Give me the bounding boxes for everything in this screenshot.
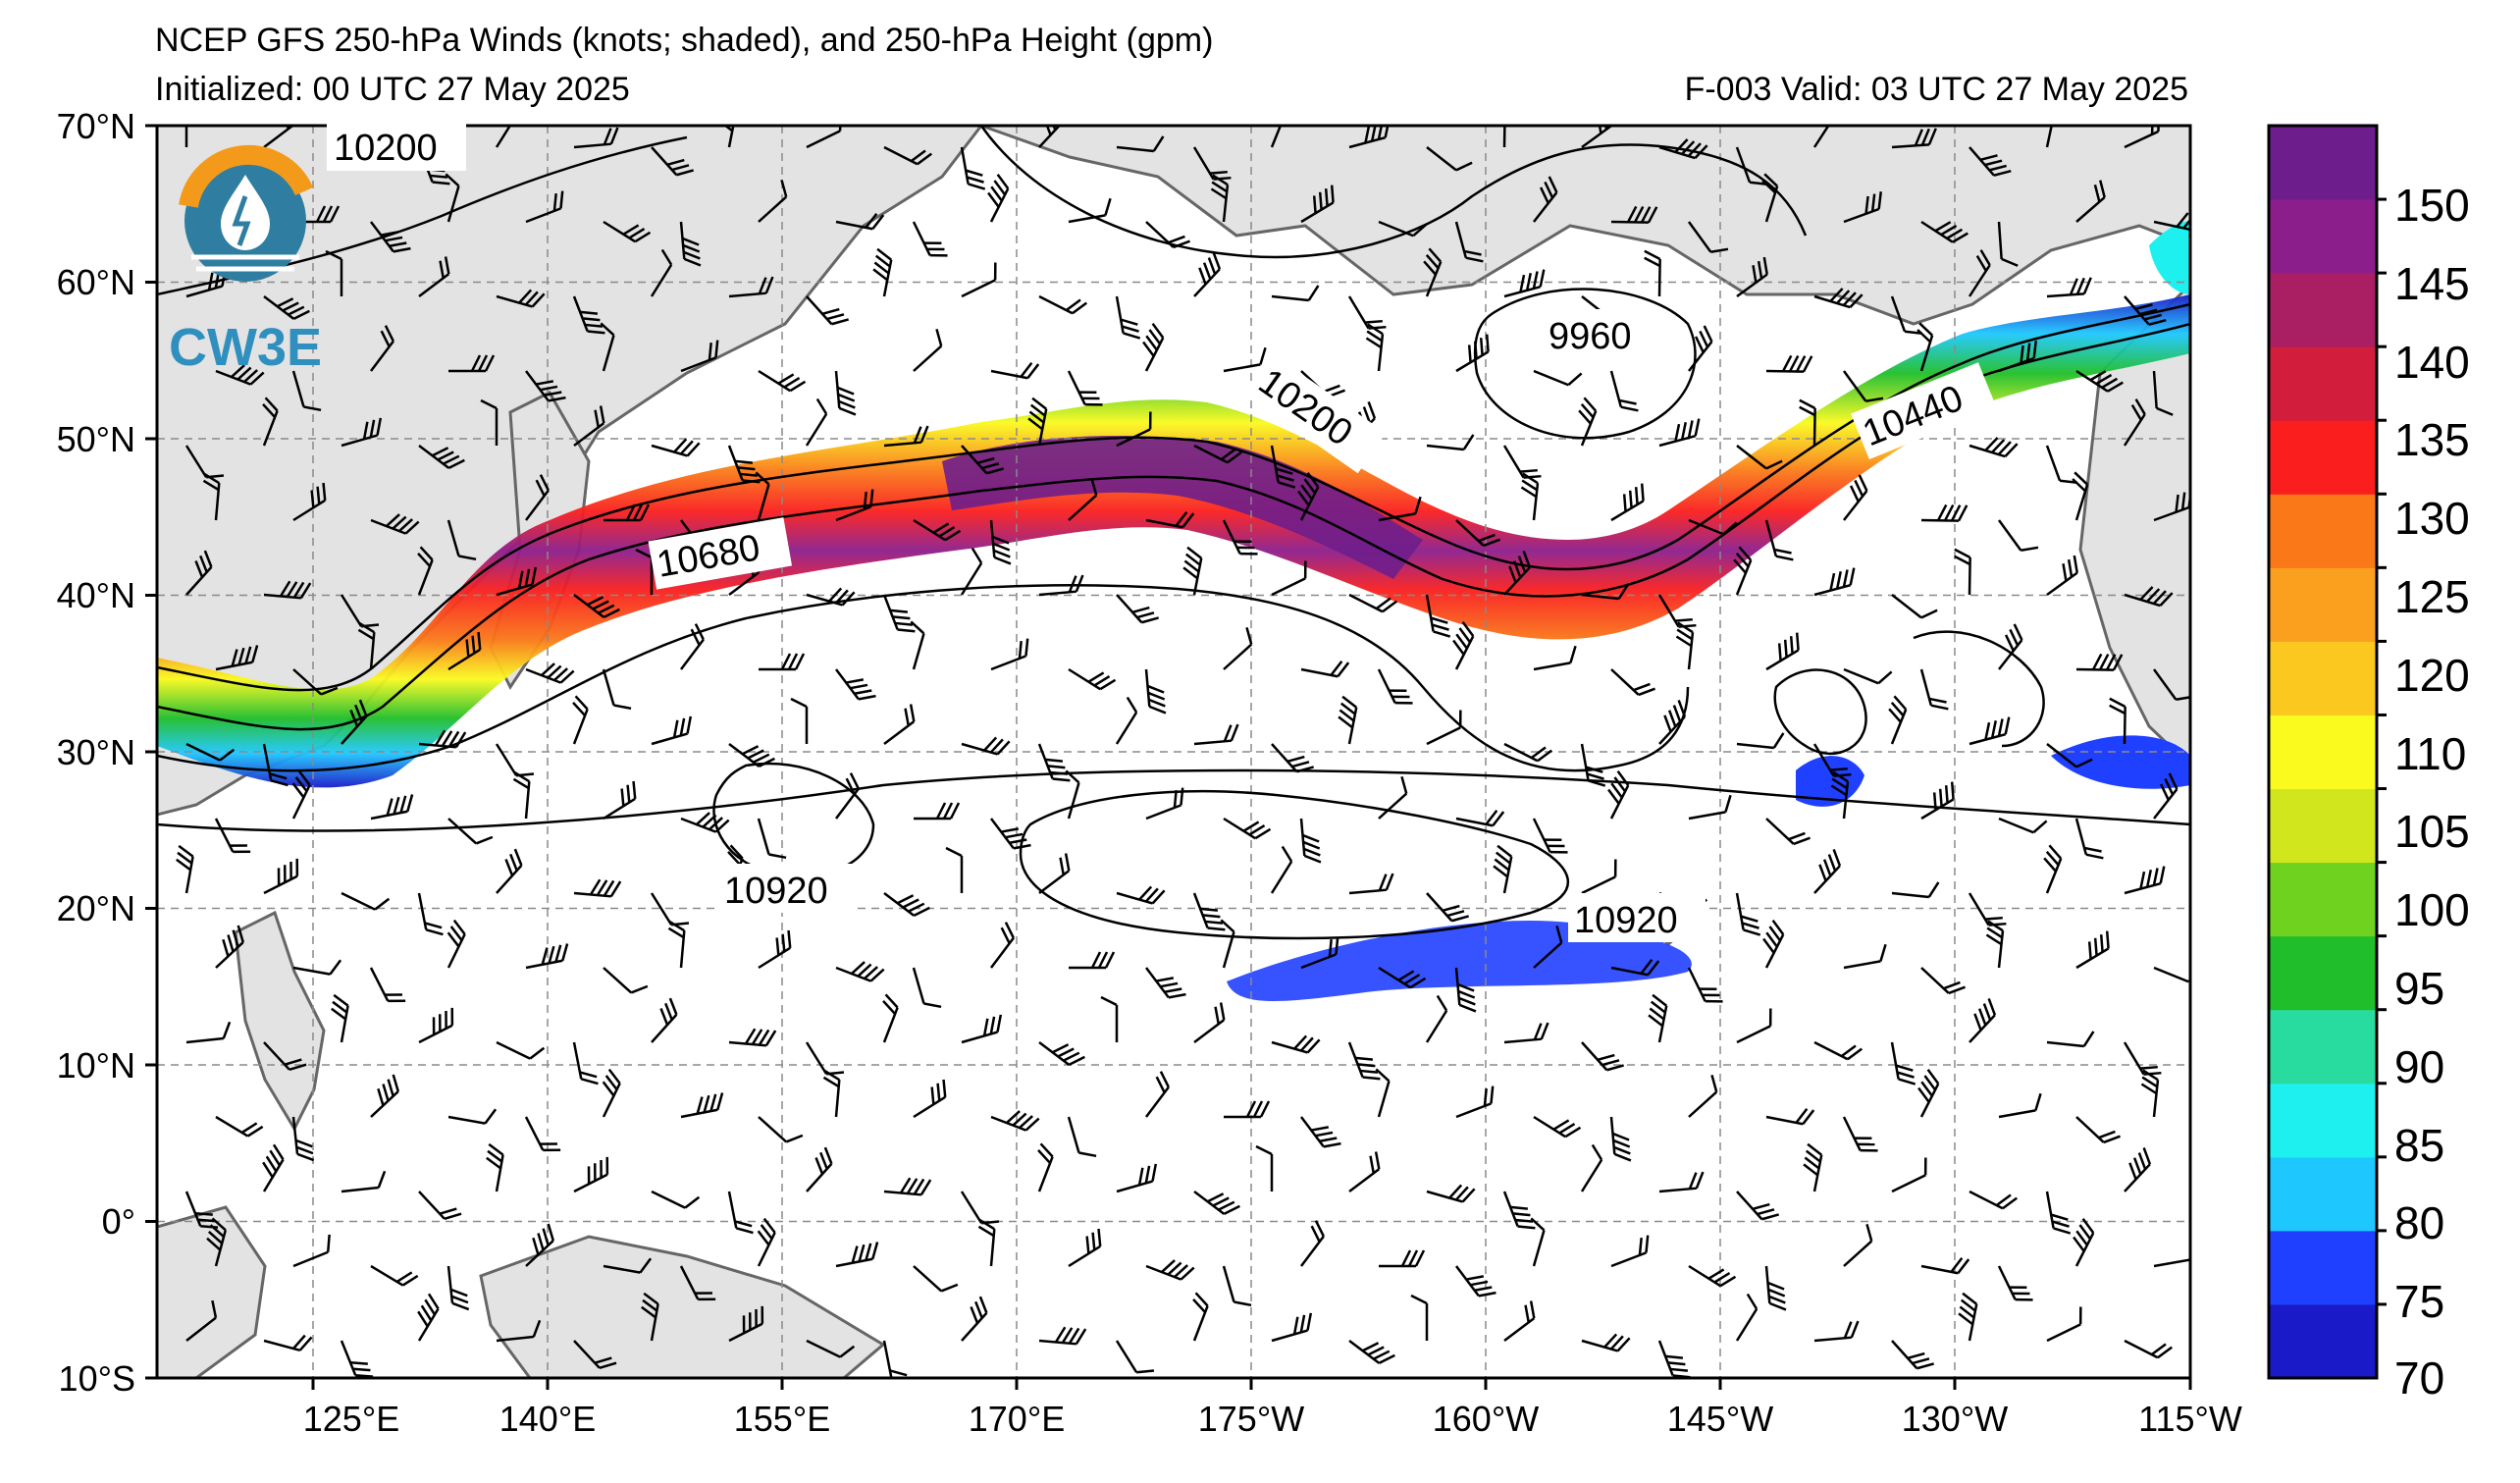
colorbar-swatch: [2269, 567, 2377, 642]
map-figure: NCEP GFS 250-hPa Winds (knots; shaded), …: [0, 0, 2520, 1483]
colorbar-swatch: [2269, 1157, 2377, 1232]
colorbar-swatches: [2269, 126, 2387, 1379]
lat-label: 70°N: [57, 106, 135, 146]
colorbar: 150 145 140 135 130 125 120 110 105 100 …: [2269, 126, 2470, 1404]
colorbar-swatch: [2269, 199, 2377, 274]
lon-label: 115°W: [2138, 1399, 2242, 1439]
colorbar-tick-label: 80: [2394, 1197, 2444, 1248]
lat-label: 10°S: [59, 1358, 135, 1399]
colorbar-swatch: [2269, 936, 2377, 1011]
contour-label-10920-west: 10920: [724, 871, 828, 912]
lon-label: 125°E: [303, 1399, 399, 1439]
colorbar-tick-label: 70: [2394, 1352, 2444, 1404]
colorbar-swatch: [2269, 789, 2377, 864]
lat-label: 10°N: [57, 1045, 135, 1086]
colorbar-tick-label: 75: [2394, 1276, 2444, 1327]
lat-label: 40°N: [57, 575, 135, 615]
map-title: NCEP GFS 250-hPa Winds (knots; shaded), …: [155, 22, 1213, 59]
colorbar-swatch: [2269, 1304, 2377, 1379]
colorbar-tick-label: 90: [2394, 1041, 2444, 1092]
lon-label: 175°W: [1198, 1399, 1304, 1439]
latitude-labels: 70°N 60°N 50°N 40°N 30°N 20°N 10°N 0° 10…: [57, 106, 135, 1399]
lon-label: 145°W: [1667, 1399, 1773, 1439]
lat-label: 0°: [102, 1201, 135, 1242]
contour-label-9960: 9960: [1549, 316, 1632, 357]
colorbar-swatch: [2269, 863, 2377, 937]
lon-label: 170°E: [969, 1399, 1065, 1439]
colorbar-tick-label: 140: [2394, 337, 2470, 388]
lat-label: 20°N: [57, 888, 135, 928]
colorbar-tick-label: 145: [2394, 258, 2470, 309]
lon-label: 140°E: [499, 1399, 596, 1439]
lat-label: 60°N: [57, 262, 135, 302]
colorbar-tick-label: 130: [2394, 493, 2470, 544]
lon-label: 155°E: [734, 1399, 830, 1439]
colorbar-swatch: [2269, 715, 2377, 789]
contour-label-10920-central: 10920: [1574, 900, 1678, 941]
lat-label: 30°N: [57, 732, 135, 772]
colorbar-tick-label: 120: [2394, 650, 2470, 701]
longitude-labels: 125°E 140°E 155°E 170°E 175°W 160°W 145°…: [303, 1399, 2242, 1439]
colorbar-tick-label: 150: [2394, 180, 2470, 231]
cw3e-logo-text: CW3E: [169, 318, 322, 377]
colorbar-tick-label: 105: [2394, 806, 2470, 857]
colorbar-tick-label: 135: [2394, 414, 2470, 465]
colorbar-swatch: [2269, 1231, 2377, 1305]
colorbar-tick-label: 100: [2394, 884, 2470, 935]
colorbar-swatch: [2269, 641, 2377, 715]
colorbar-tick-label: 110: [2394, 728, 2466, 779]
colorbar-labels: 150 145 140 135 130 125 120 110 105 100 …: [2394, 180, 2470, 1404]
valid-time: F-003 Valid: 03 UTC 27 May 2025: [1685, 71, 2188, 108]
lon-label: 130°W: [1902, 1399, 2008, 1439]
colorbar-swatch: [2269, 420, 2377, 495]
colorbar-tick-label: 125: [2394, 571, 2470, 622]
contour-label-10200-nw: 10200: [334, 128, 438, 169]
colorbar-swatch: [2269, 1084, 2377, 1158]
colorbar-swatch: [2269, 494, 2377, 568]
colorbar-swatch: [2269, 273, 2377, 347]
initialized-time: Initialized: 00 UTC 27 May 2025: [155, 71, 630, 108]
colorbar-tick-label: 95: [2394, 963, 2444, 1014]
colorbar-tick-label: 85: [2394, 1120, 2444, 1171]
lon-label: 160°W: [1433, 1399, 1539, 1439]
lat-label: 50°N: [57, 419, 135, 459]
colorbar-swatch: [2269, 1010, 2377, 1085]
map-area: [157, 99, 2202, 1385]
colorbar-swatch: [2269, 126, 2377, 200]
colorbar-swatch: [2269, 346, 2377, 421]
